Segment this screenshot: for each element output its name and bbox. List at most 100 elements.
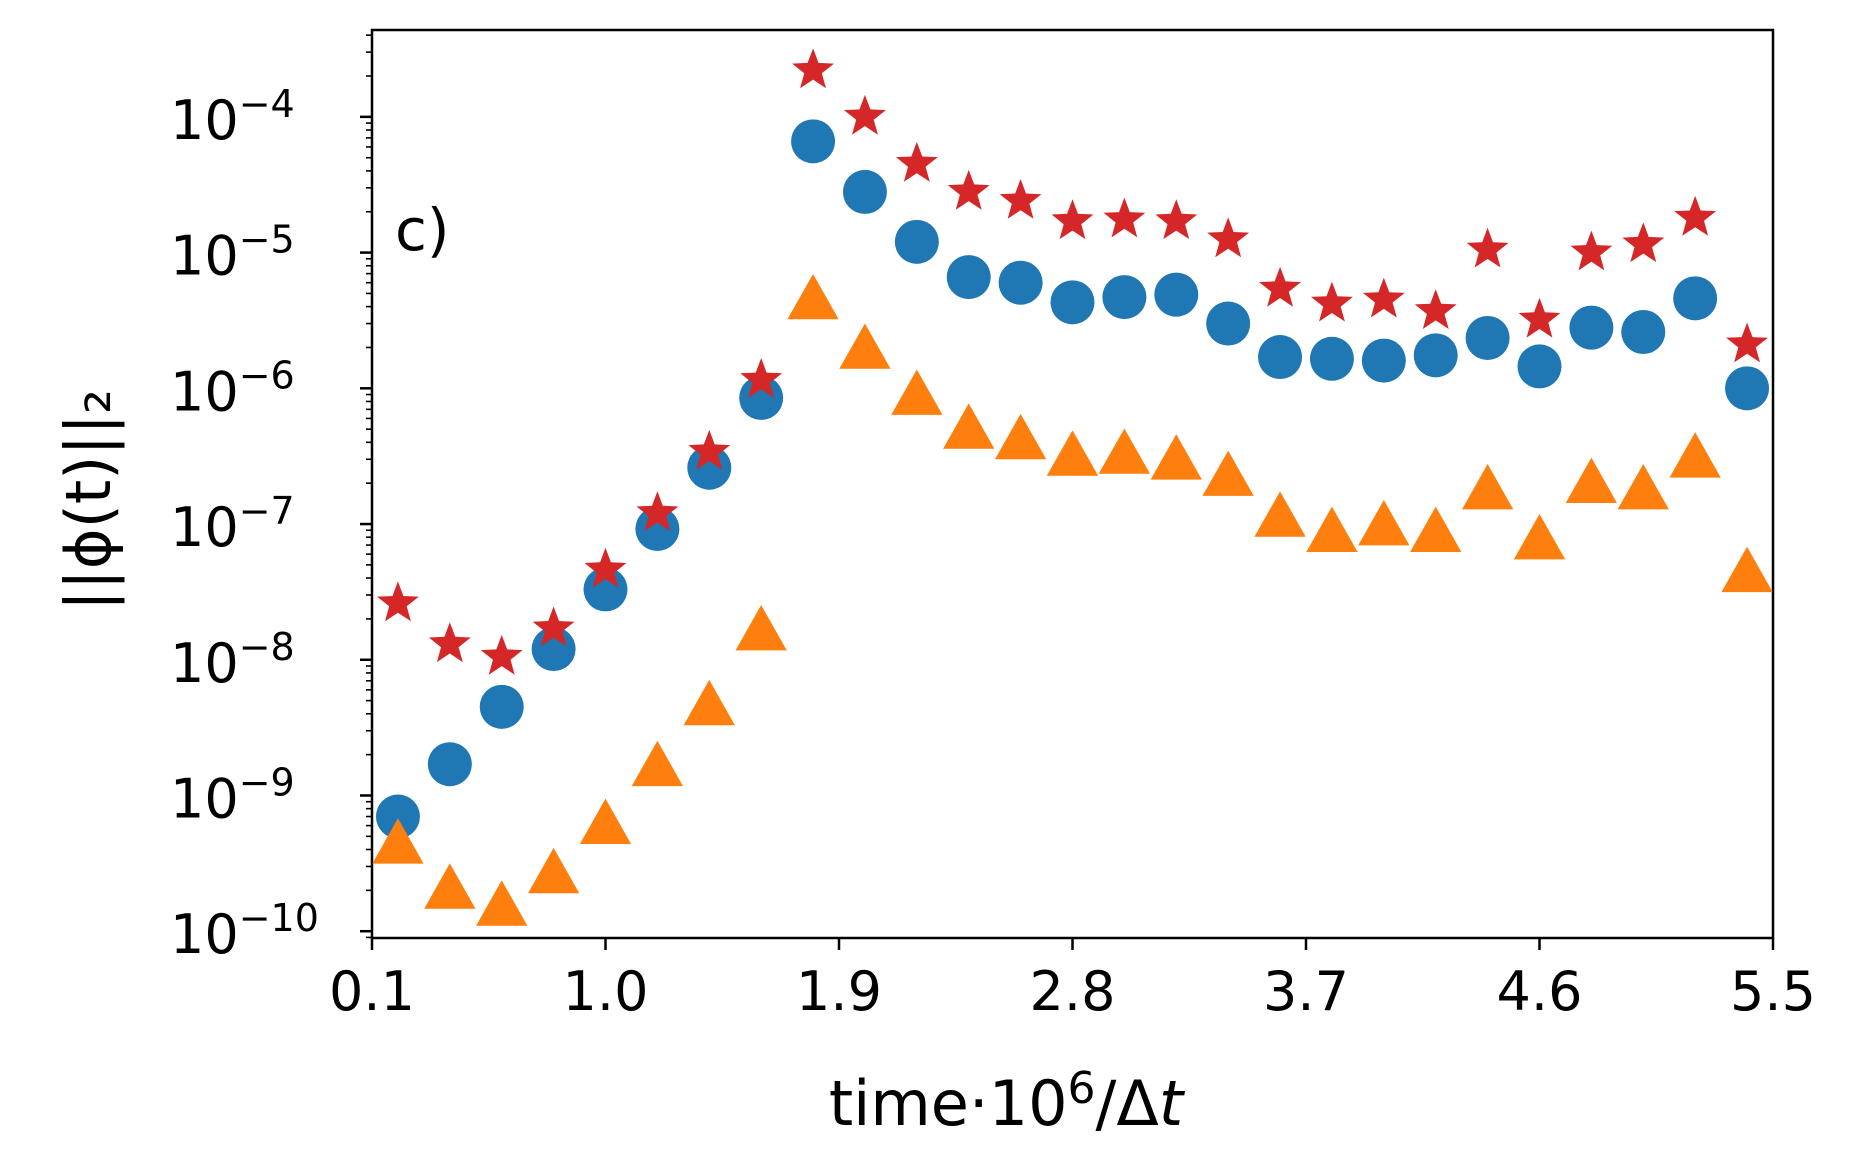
triangle-point: [1150, 434, 1202, 480]
star-point: [1726, 322, 1768, 363]
x-axis-label-prefix: time·10: [829, 1067, 1068, 1140]
triangle-point: [1046, 430, 1099, 476]
triangle-point: [683, 679, 735, 726]
star-point: [1155, 199, 1198, 240]
circle-point: [842, 169, 887, 214]
star-point: [1622, 222, 1665, 263]
circle-point: [1258, 335, 1303, 380]
y-tick-label: 10−5: [170, 218, 295, 288]
triangle-point: [995, 413, 1047, 460]
triangle-point: [1098, 428, 1150, 474]
star-point: [636, 491, 679, 532]
y-tick-label: 10−7: [170, 489, 295, 559]
y-tick-label: 10−8: [170, 625, 295, 695]
star-point: [740, 358, 783, 398]
circle-point: [687, 445, 732, 490]
triangle-point: [1462, 464, 1514, 510]
star-point: [1103, 197, 1146, 238]
triangle-point: [1669, 432, 1721, 478]
triangle-point: [1202, 450, 1254, 496]
triangle-point: [1254, 491, 1306, 537]
y-tick-label: 10−4: [170, 82, 295, 152]
circle-point: [583, 567, 628, 612]
circle-point: [375, 794, 420, 839]
x-tick-label: 2.8: [1030, 960, 1116, 1023]
circle-point: [1621, 309, 1666, 354]
triangle-point: [476, 880, 528, 926]
triangle-point: [891, 369, 943, 415]
circle-point: [635, 506, 680, 551]
triangle-point: [528, 847, 580, 894]
x-axis-label-italic: t: [1159, 1067, 1186, 1140]
star-point: [844, 94, 886, 135]
circle-point: [1725, 366, 1770, 411]
y-tick-label: 10−10: [170, 896, 319, 966]
circle-point: [1413, 333, 1458, 378]
triangle-point: [943, 403, 995, 449]
triangle-point: [1617, 464, 1669, 510]
star-point: [1311, 281, 1353, 322]
star-point: [1051, 199, 1094, 240]
circle-point: [1569, 305, 1614, 350]
y-axis-label-group: ||ϕ(t)||₂: [52, 389, 126, 611]
y-axis-label: ||ϕ(t)||₂: [52, 389, 126, 611]
circle-point: [1309, 336, 1354, 381]
y-tick-label: 10−6: [170, 353, 295, 423]
x-axis-label-sup: 6: [1068, 1063, 1096, 1114]
circle-point: [739, 375, 784, 420]
x-axis-label-suffix: /Δ: [1096, 1067, 1159, 1140]
circle-point: [894, 219, 939, 264]
star-point: [377, 581, 419, 622]
circle-point: [1673, 276, 1718, 321]
circle-point: [1050, 280, 1095, 325]
triangle-point: [839, 323, 891, 369]
x-tick-label: 5.5: [1730, 960, 1816, 1023]
x-tick-label: 0.1: [329, 960, 415, 1023]
triangle-point: [735, 605, 787, 651]
triangle-point: [424, 863, 476, 909]
star-point: [895, 141, 938, 182]
x-tick-label: 1.9: [796, 960, 882, 1023]
star-point: [1570, 230, 1613, 271]
star-point: [1259, 266, 1301, 307]
star-point: [532, 606, 575, 647]
triangle-point: [631, 740, 683, 787]
star-point: [428, 622, 471, 663]
plot-frame: [370, 28, 1775, 940]
triangle-point: [579, 798, 632, 844]
triangle-point: [372, 818, 424, 864]
triangle-point: [1513, 513, 1566, 560]
circle-point: [791, 119, 836, 164]
circle-point: [1102, 275, 1147, 320]
x-tick-label: 4.6: [1497, 960, 1583, 1023]
y-tick-label: 10−9: [170, 760, 295, 830]
circle-point: [427, 742, 472, 787]
plot-layer: 0.1 1.0 1.9 2.8 3.7 4.6 5.5 10−10 10−9 10−8 10−7 10…: [170, 28, 1816, 1023]
circle-point: [1361, 338, 1406, 383]
circle-point: [1517, 344, 1562, 389]
star-point: [999, 179, 1042, 219]
triangle-point: [1306, 506, 1358, 552]
star-point: [1414, 289, 1457, 329]
triangle-point: [1410, 506, 1462, 552]
circle-point: [1465, 315, 1510, 360]
triangle-point: [1358, 500, 1410, 546]
x-axis-label: time·106/Δt: [829, 1063, 1186, 1140]
star-point: [1362, 277, 1405, 318]
star-point: [792, 48, 834, 89]
star-point: [1518, 297, 1561, 338]
star-point: [584, 547, 627, 588]
circle-point: [1154, 272, 1199, 317]
x-tick-label: 1.0: [563, 960, 649, 1023]
star-point: [480, 634, 523, 675]
star-point: [1674, 195, 1717, 236]
circle-point: [946, 255, 991, 300]
star-point: [688, 429, 731, 470]
panel-label: c): [395, 196, 450, 264]
star-point: [1466, 227, 1509, 268]
x-tick-label: 3.7: [1263, 960, 1349, 1023]
star-point: [1207, 217, 1250, 258]
circle-point: [1206, 301, 1251, 346]
circle-point: [531, 627, 576, 672]
